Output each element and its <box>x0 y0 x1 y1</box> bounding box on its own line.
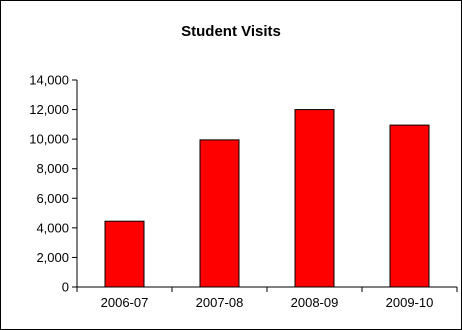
x-tick-label: 2007-08 <box>196 295 244 310</box>
y-tick-label: 10,000 <box>29 132 69 147</box>
bar <box>199 139 240 288</box>
bar <box>104 220 145 288</box>
x-tick-label: 2008-09 <box>291 295 339 310</box>
x-tick-label: 2006-07 <box>101 295 149 310</box>
chart-title: Student Visits <box>181 23 281 40</box>
y-tick-label: 6,000 <box>36 191 69 206</box>
bar <box>389 124 430 288</box>
bar <box>294 109 335 288</box>
y-tick-label: 2,000 <box>36 250 69 265</box>
y-tick-label: 14,000 <box>29 73 69 88</box>
y-tick-label: 4,000 <box>36 220 69 235</box>
y-tick-label: 0 <box>62 280 69 295</box>
y-tick-label: 8,000 <box>36 161 69 176</box>
x-tick-label: 2009-10 <box>386 295 434 310</box>
y-tick-label: 12,000 <box>29 102 69 117</box>
